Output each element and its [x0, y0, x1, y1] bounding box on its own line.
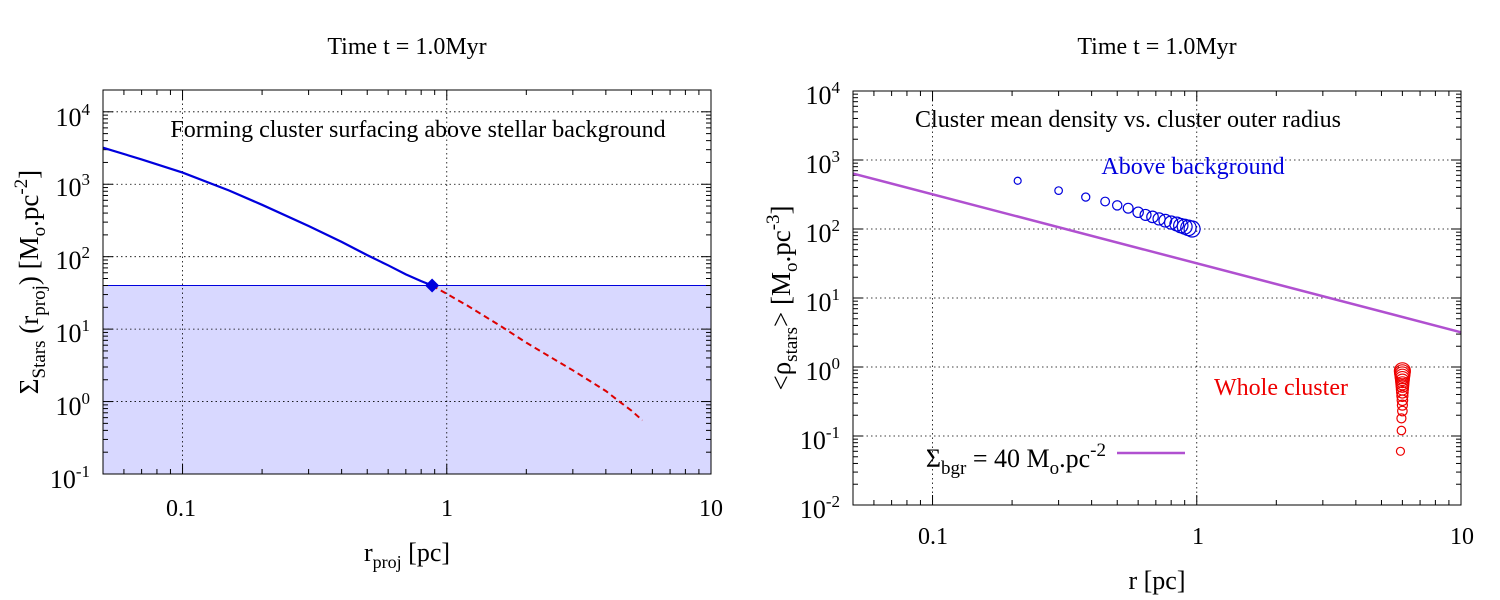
left-ticks — [102, 89, 712, 475]
above-background-point — [1054, 186, 1063, 195]
right-xtick-label: 0.1 — [918, 524, 948, 550]
background-density-line — [852, 172, 1462, 334]
right-ytick-label: 10-2 — [800, 492, 840, 524]
left-ytick-label: 104 — [56, 100, 91, 132]
left-x-axis-label: rproj [pc] — [364, 538, 450, 572]
left-chart-title: Time t = 1.0Myr — [327, 34, 486, 60]
background-fill-region — [103, 285, 711, 474]
right-ytick-label: 100 — [806, 354, 841, 386]
above-background-point — [1013, 176, 1022, 185]
legend-label: Σbgr = 40 Mo.pc-2 — [926, 440, 1106, 479]
left-ytick-label: 102 — [56, 243, 91, 275]
right-x-axis-label: r [pc] — [1128, 566, 1185, 595]
left-xtick-label: 10 — [699, 496, 723, 522]
whole-cluster-points — [1393, 362, 1411, 456]
above-background-point — [1111, 200, 1123, 211]
left-grid — [103, 90, 711, 474]
whole-cluster-point — [1396, 399, 1408, 411]
whole-cluster-series-label: Whole cluster — [1214, 375, 1348, 401]
left-ytick-label: 10-1 — [50, 462, 90, 494]
whole-cluster-point — [1396, 413, 1407, 424]
above-background-point — [1163, 215, 1179, 230]
above-background-point — [1183, 220, 1201, 238]
above-background-point — [1081, 192, 1091, 202]
profile-below-background-line — [431, 284, 644, 422]
right-annotation: Cluster mean density vs. cluster outer r… — [915, 107, 1341, 133]
intersection-diamond-marker — [425, 278, 440, 293]
profile-above-background-line — [102, 146, 433, 287]
above-background-points — [1013, 176, 1201, 238]
whole-cluster-point — [1396, 385, 1409, 399]
left-ytick-label: 100 — [56, 389, 91, 421]
right-xtick-label: 10 — [1450, 524, 1474, 550]
left-annotation: Forming cluster surfacing above stellar … — [170, 117, 665, 143]
right-chart-title: Time t = 1.0Myr — [1077, 34, 1236, 60]
left-plot-frame — [102, 89, 712, 475]
right-ytick-label: 101 — [806, 285, 841, 317]
whole-cluster-point — [1396, 389, 1409, 403]
surface-density-panel: Time t = 1.0Myr Forming cluster surfacin… — [11, 34, 723, 572]
right-plot-frame — [852, 90, 1462, 506]
mean-density-panel: Time t = 1.0Myr Cluster mean density vs.… — [763, 34, 1474, 595]
right-xtick-label: 1 — [1192, 524, 1204, 550]
right-grid — [853, 91, 1461, 505]
above-background-point — [1158, 213, 1173, 228]
left-ytick-label: 101 — [56, 316, 91, 348]
left-xtick-label: 1 — [441, 496, 453, 522]
above-background-point — [1139, 208, 1152, 221]
right-ytick-label: 102 — [806, 216, 841, 248]
above-background-point — [1122, 202, 1134, 214]
above-background-series-label: Above background — [1101, 154, 1284, 180]
left-ytick-label: 103 — [56, 170, 91, 202]
whole-cluster-point — [1397, 405, 1408, 417]
above-background-point — [1146, 210, 1159, 224]
whole-cluster-point — [1396, 425, 1407, 436]
above-background-point — [1100, 196, 1111, 207]
right-ytick-label: 104 — [806, 78, 841, 110]
whole-cluster-point — [1393, 362, 1411, 380]
left-y-axis-label: ΣStars (rproj) [Mo.pc-2] — [11, 170, 50, 394]
right-ytick-label: 103 — [806, 147, 841, 179]
left-xtick-label: 0.1 — [166, 496, 196, 522]
right-ytick-label: 10-1 — [800, 423, 840, 455]
whole-cluster-point — [1395, 446, 1406, 456]
above-background-point — [1132, 206, 1144, 219]
right-y-axis-label: <ρstars> [Mo.pc-3] — [763, 205, 802, 390]
